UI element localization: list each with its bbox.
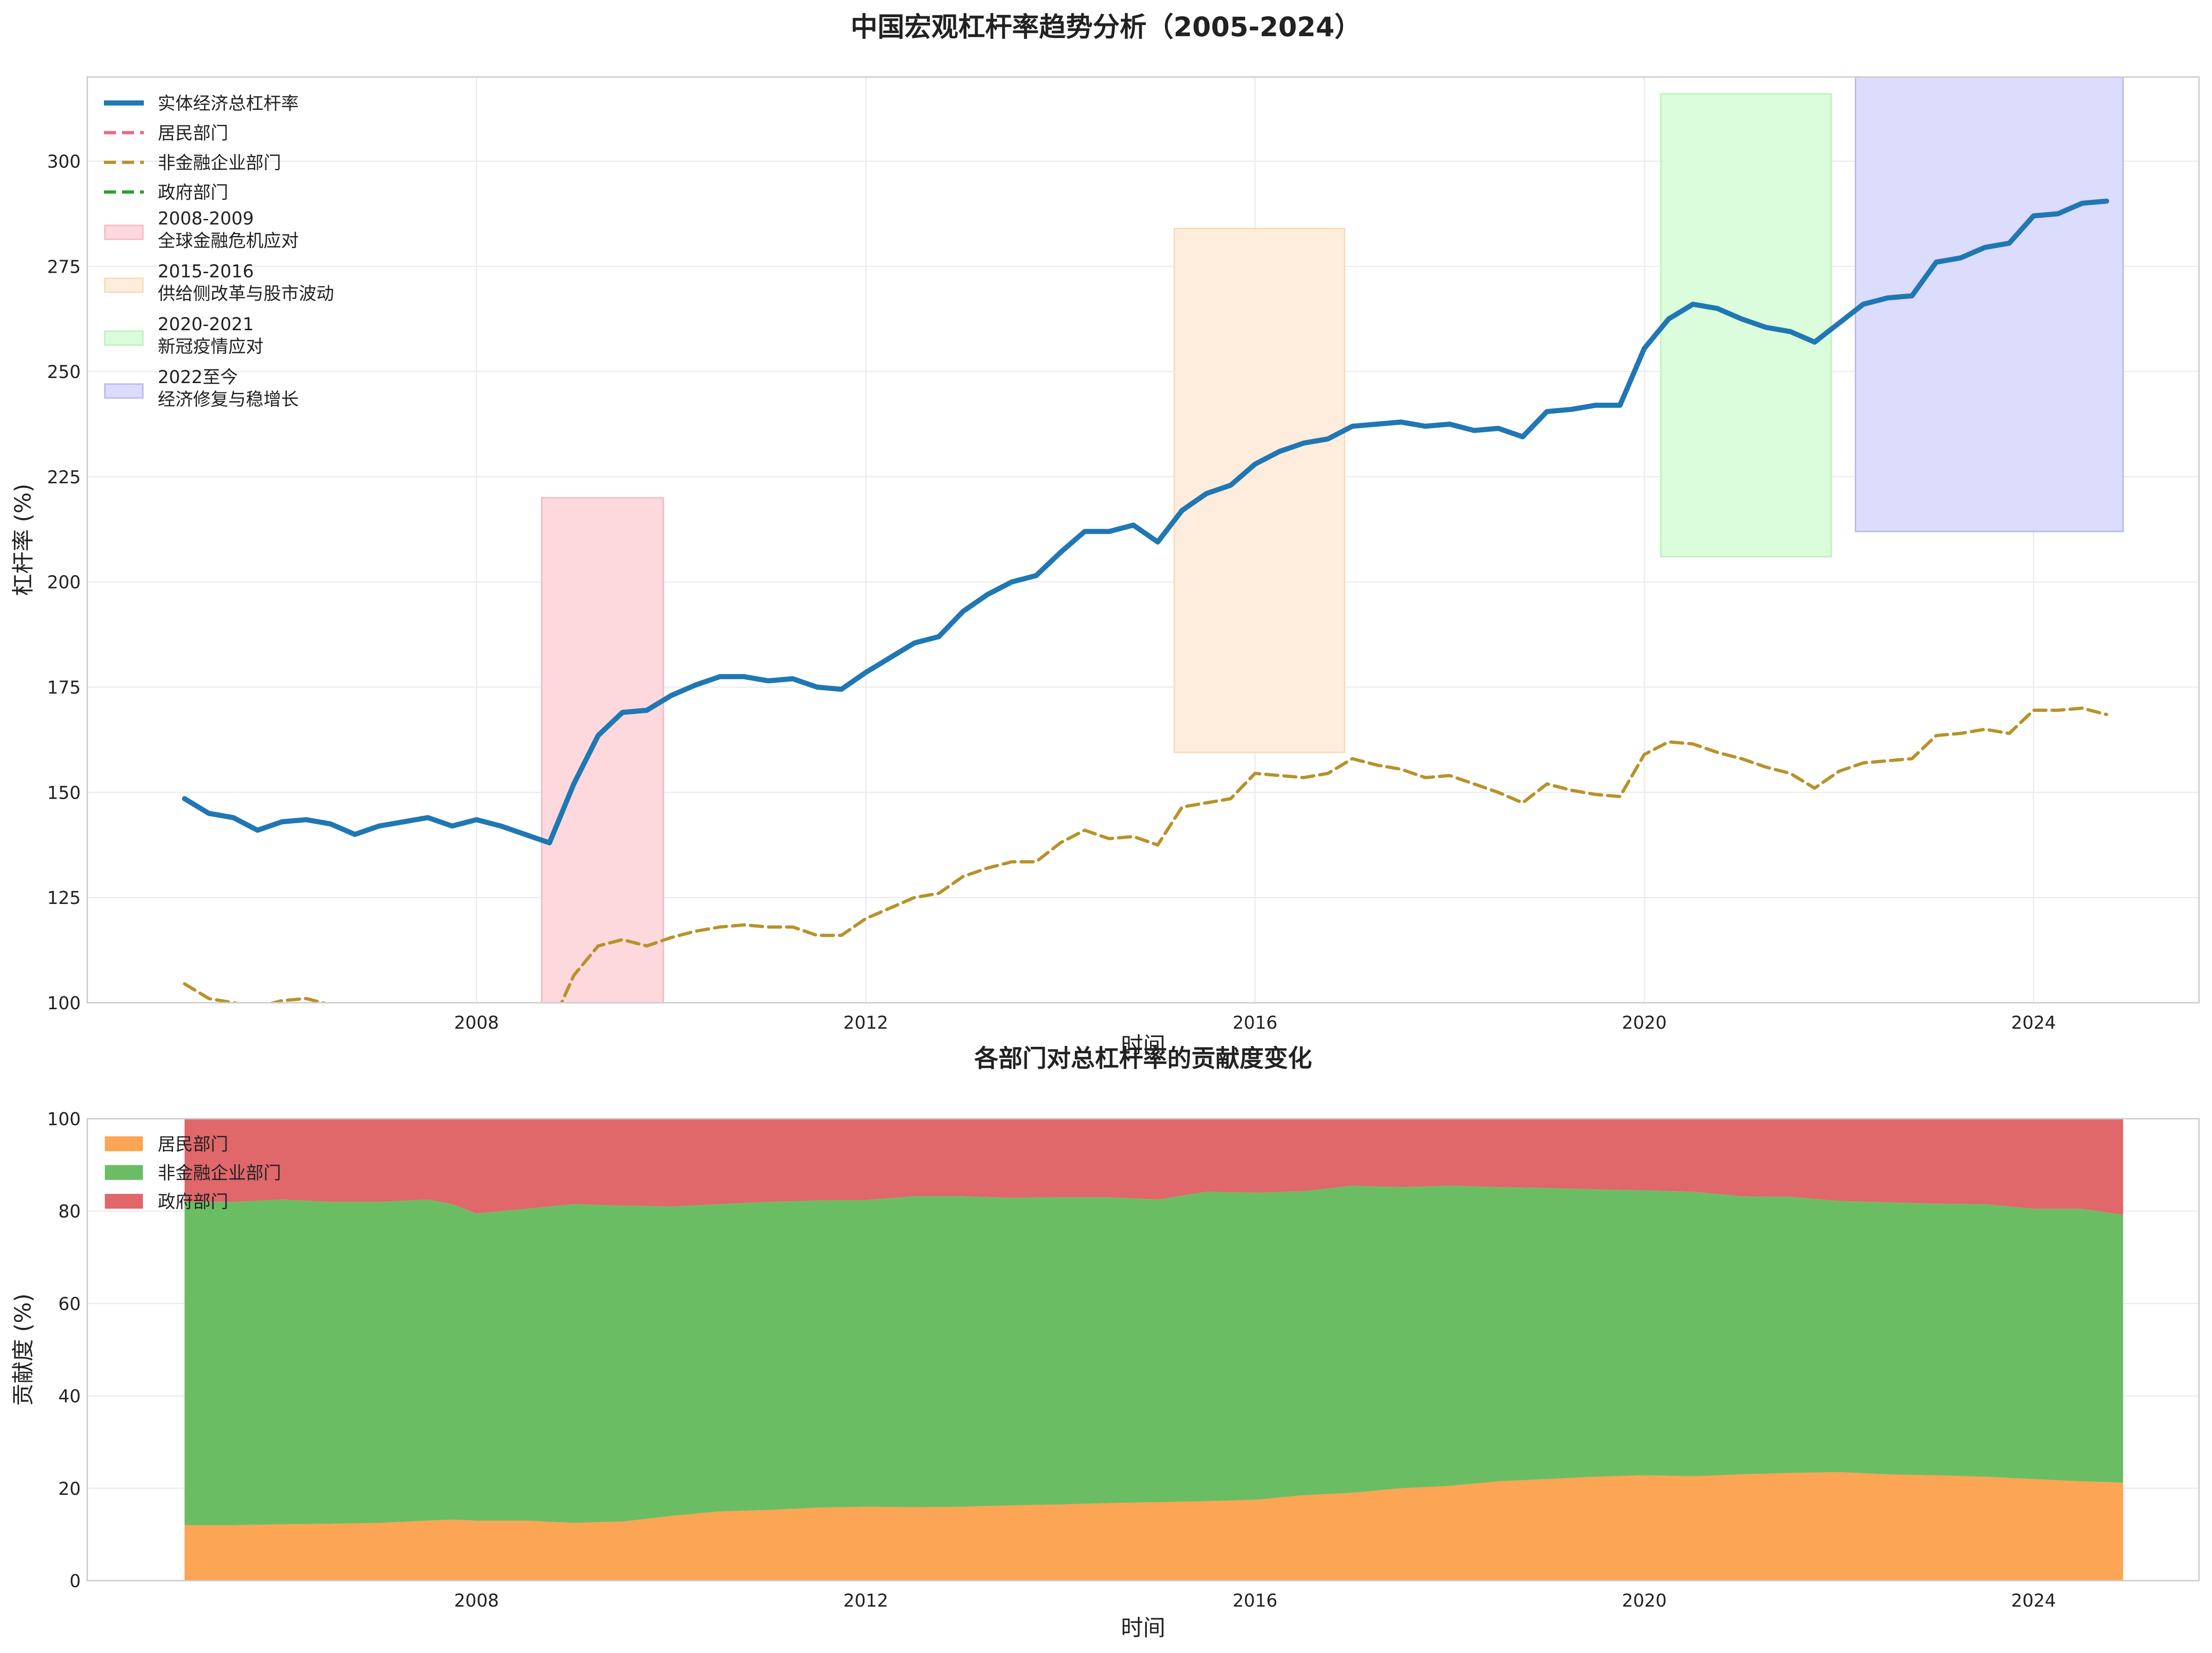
y-tick-label: 275 bbox=[47, 256, 81, 277]
legend-label: 2022至今 bbox=[158, 367, 238, 387]
legend-label: 2008-2009 bbox=[158, 208, 254, 229]
legend-label: 非金融企业部门 bbox=[158, 1163, 281, 1183]
series-line-corporate bbox=[183, 706, 2109, 1003]
y-tick-label: 200 bbox=[47, 572, 81, 593]
period-band bbox=[1173, 228, 1345, 753]
y-tick-labels: 0 20 40 60 80 100 bbox=[47, 1109, 81, 1591]
y-axis-label: 贡献度 (%) bbox=[10, 1294, 36, 1406]
plot-frame bbox=[86, 1118, 2200, 1582]
x-tick-label: 2016 bbox=[1233, 1590, 1278, 1611]
y-tick-labels: 100 125 150 175 200 225 250 275 300 bbox=[47, 151, 81, 1013]
y-tick-label: 100 bbox=[47, 993, 81, 1013]
y-axis-label: 杠杆率 (%) bbox=[10, 484, 36, 596]
x-axis-label: 时间 bbox=[1121, 1615, 1165, 1641]
y-tick-label: 80 bbox=[58, 1201, 81, 1222]
stacked-areas bbox=[184, 1119, 2123, 1581]
y-tick-label: 175 bbox=[47, 678, 81, 698]
legend-label: 2020-2021 bbox=[158, 314, 254, 334]
y-tick-label: 60 bbox=[58, 1294, 81, 1314]
subplot-title: 各部门对总杠杆率的贡献度变化 bbox=[974, 1045, 1312, 1073]
x-tick-labels: 2008 2012 2016 2020 2024 bbox=[454, 1590, 2056, 1611]
legend-label: 全球金融危机应对 bbox=[158, 231, 299, 251]
x-tick-label: 2024 bbox=[2011, 1590, 2056, 1611]
legend-patch bbox=[105, 1165, 143, 1180]
contribution-area-chart: 各部门对总杠杆率的贡献度变化 0 20 40 60 80 100 2008 2012 2016… bbox=[10, 1045, 2200, 1641]
period-bands bbox=[541, 76, 2124, 1004]
x-tick-label: 2008 bbox=[454, 1012, 499, 1033]
x-axis-label: 时间 bbox=[1121, 1032, 1165, 1058]
legend-label: 政府部门 bbox=[158, 1192, 228, 1212]
y-tick-label: 125 bbox=[47, 888, 81, 908]
legend-patch bbox=[104, 330, 144, 346]
y-tick-label: 20 bbox=[58, 1479, 81, 1499]
legend-label: 实体经济总杠杆率 bbox=[158, 93, 299, 114]
x-tick-label: 2024 bbox=[2011, 1012, 2056, 1033]
legend-label: 居民部门 bbox=[158, 1134, 228, 1154]
y-tick-label: 40 bbox=[58, 1386, 81, 1407]
y-tick-label: 100 bbox=[47, 1109, 81, 1129]
legend-label: 非金融企业部门 bbox=[158, 153, 281, 173]
plot-frame bbox=[86, 76, 2200, 1004]
y-tick-label: 225 bbox=[47, 467, 81, 487]
y-tick-label: 150 bbox=[47, 782, 81, 803]
legend-label: 2015-2016 bbox=[158, 261, 254, 282]
x-tick-label: 2012 bbox=[843, 1590, 888, 1611]
legend-label: 经济修复与稳增长 bbox=[158, 389, 299, 410]
x-tick-label: 2020 bbox=[1622, 1590, 1667, 1611]
legend-patch bbox=[104, 224, 144, 240]
legend-patch bbox=[104, 383, 144, 399]
legend-patch bbox=[105, 1194, 143, 1209]
legend-label: 居民部门 bbox=[158, 123, 228, 143]
period-band bbox=[541, 497, 664, 1004]
legend-label: 供给侧改革与股市波动 bbox=[158, 283, 334, 304]
area-政府部门 bbox=[184, 1119, 2123, 1215]
period-band bbox=[1855, 76, 2124, 532]
x-tick-label: 2020 bbox=[1622, 1012, 1667, 1033]
x-tick-label: 2016 bbox=[1233, 1012, 1278, 1033]
y-tick-label: 0 bbox=[70, 1571, 81, 1591]
y-tick-label: 250 bbox=[47, 362, 81, 382]
legend-patch bbox=[104, 277, 144, 293]
period-band bbox=[1660, 93, 1832, 557]
series-lines bbox=[182, 199, 2109, 1003]
series-line-total bbox=[182, 199, 2109, 846]
figure-title: 中国宏观杠杆率趋势分析（2005-2024） bbox=[851, 11, 1362, 43]
x-tick-label: 2012 bbox=[843, 1012, 888, 1033]
area-居民部门 bbox=[184, 1472, 2123, 1581]
x-tick-labels: 2008 2012 2016 2020 2024 bbox=[454, 1012, 2056, 1033]
area-非金融企业部门 bbox=[184, 1185, 2123, 1525]
legend-patch bbox=[105, 1136, 143, 1151]
x-tick-label: 2008 bbox=[454, 1590, 499, 1611]
legend-label: 政府部门 bbox=[158, 182, 228, 203]
legend-label: 新冠疫情应对 bbox=[158, 336, 264, 357]
leverage-line-chart: 100 125 150 175 200 225 250 275 300 2008 2012 2016… bbox=[10, 76, 2200, 1058]
plot-area bbox=[87, 77, 2199, 1003]
y-tick-label: 300 bbox=[47, 151, 81, 172]
